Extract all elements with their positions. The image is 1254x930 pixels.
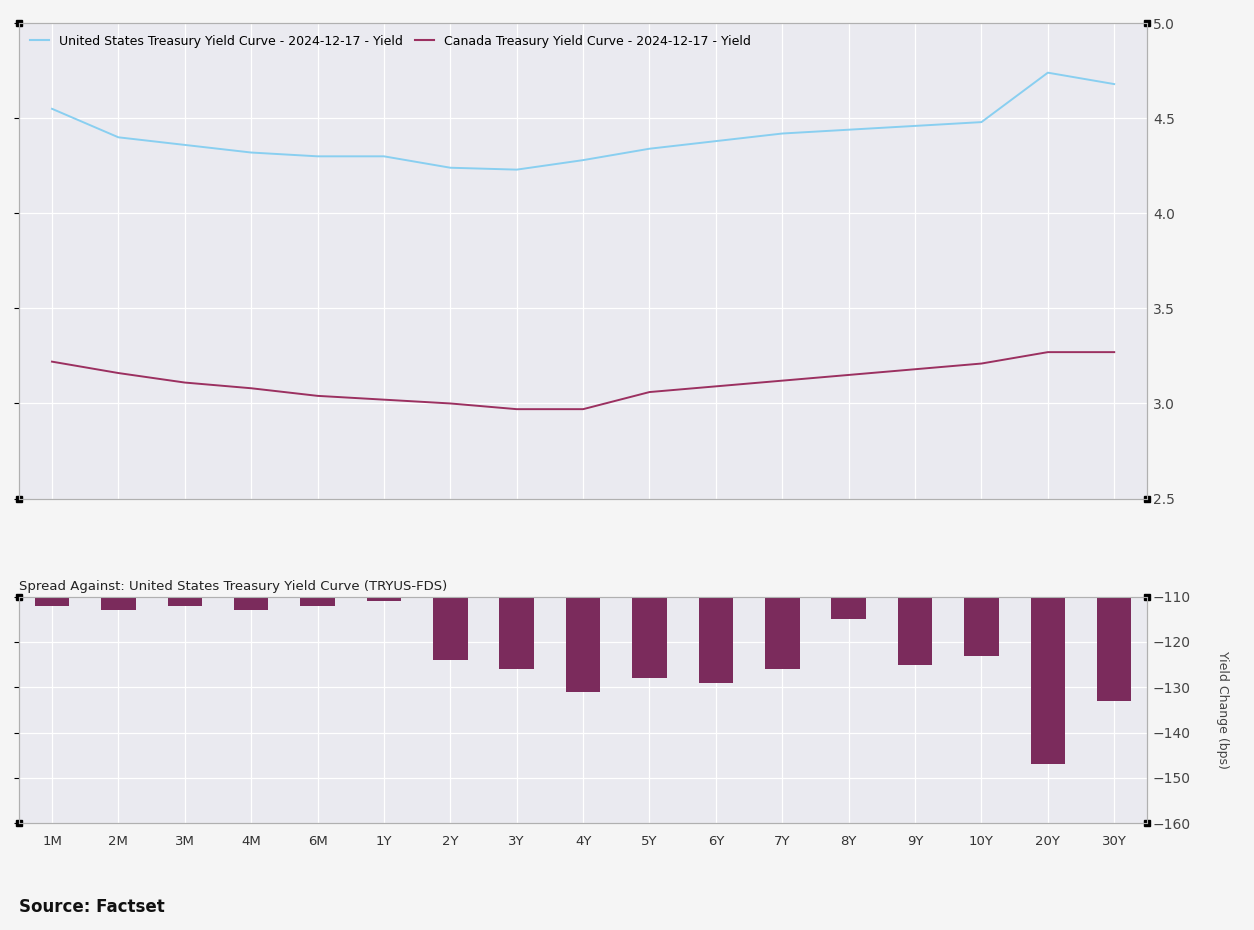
Bar <box>168 597 202 605</box>
Bar <box>831 597 867 619</box>
Bar <box>964 597 998 656</box>
Bar <box>1097 597 1131 701</box>
Y-axis label: Yield Change (bps): Yield Change (bps) <box>1216 651 1229 769</box>
Bar <box>35 597 69 605</box>
Bar <box>1031 597 1065 764</box>
Bar <box>632 597 667 678</box>
Bar <box>765 597 800 670</box>
Bar <box>234 597 268 610</box>
Text: Spread Against: United States Treasury Yield Curve (TRYUS-FDS): Spread Against: United States Treasury Y… <box>19 579 448 592</box>
Bar <box>898 597 932 665</box>
Text: Source: Factset: Source: Factset <box>19 898 164 916</box>
Bar <box>433 597 468 660</box>
Bar <box>698 597 734 683</box>
Bar <box>566 597 601 692</box>
Bar <box>366 597 401 602</box>
Legend: United States Treasury Yield Curve - 2024-12-17 - Yield, Canada Treasury Yield C: United States Treasury Yield Curve - 202… <box>25 30 756 52</box>
Bar <box>499 597 534 670</box>
Bar <box>102 597 135 610</box>
Bar <box>300 597 335 605</box>
